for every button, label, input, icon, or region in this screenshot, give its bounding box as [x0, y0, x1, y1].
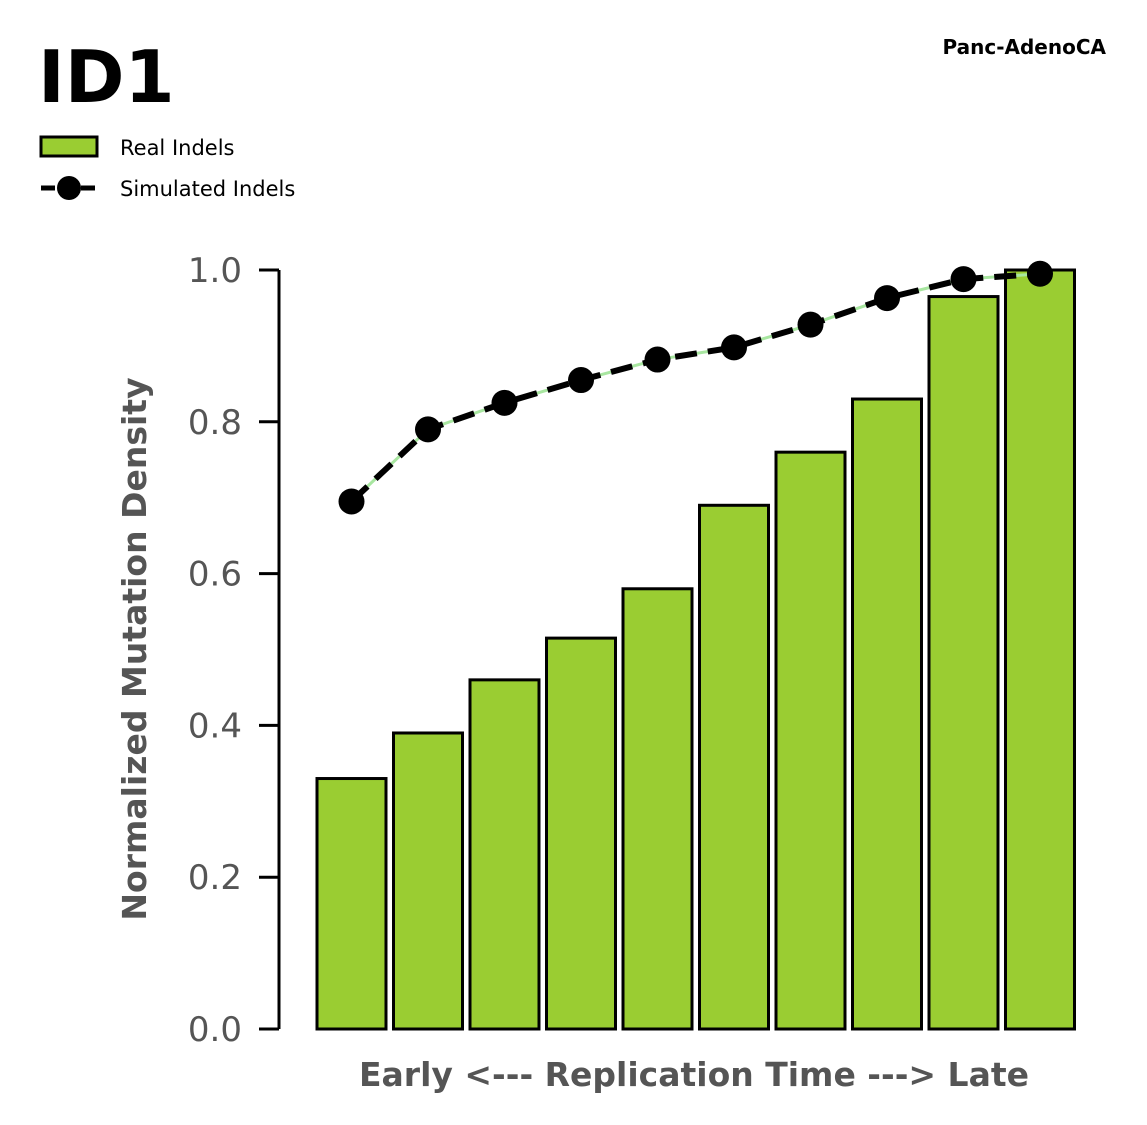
point-2 [415, 416, 441, 443]
y-tick-label: 0.6 [188, 555, 242, 595]
bar-2 [392, 731, 464, 1031]
y-tick-label: 0.2 [188, 858, 242, 898]
y-tick-label: 1.0 [188, 251, 242, 291]
bar-9 [927, 295, 1000, 1031]
y-tick-label: 0.4 [188, 706, 242, 746]
legend-entry-real-indels: Real Indels [39, 135, 234, 160]
point-10 [1027, 260, 1053, 287]
bar-10 [1004, 268, 1076, 1031]
x-axis-label: Early <--- Replication Time ---> Late [359, 1055, 1029, 1094]
bar-series-real-indels [315, 268, 1076, 1031]
y-axis: 0.0 0.2 0.4 0.6 0.8 1.0 [188, 251, 281, 1050]
bar-5 [621, 587, 694, 1031]
bar-3 [468, 678, 541, 1031]
bar-4 [545, 636, 617, 1031]
point-1 [338, 488, 365, 515]
point-7 [797, 311, 824, 338]
y-tick-label: 0.0 [188, 1010, 242, 1050]
chart-subtitle: Panc-AdenoCA [942, 35, 1106, 59]
line-simulated-indels [349, 270, 1041, 504]
point-6 [721, 334, 747, 361]
point-8 [874, 285, 900, 312]
point-3 [491, 389, 518, 416]
legend: Real Indels Simulated Indels [39, 135, 295, 201]
point-9 [950, 266, 977, 293]
legend-label-real-indels: Real Indels [120, 136, 234, 160]
point-4 [568, 367, 594, 394]
bar-8 [851, 397, 923, 1031]
point-5 [644, 346, 671, 373]
y-tick-label: 0.8 [188, 403, 242, 443]
line-series-simulated-indels [338, 260, 1053, 515]
legend-entry-simulated-indels: Simulated Indels [41, 176, 295, 201]
legend-label-simulated-indels: Simulated Indels [120, 177, 295, 201]
legend-marker-simulated-indels [57, 176, 81, 200]
legend-swatch-real-indels [39, 135, 99, 158]
chart-title: ID1 [38, 35, 175, 119]
bar-1 [315, 777, 388, 1031]
y-axis-label: Normalized Mutation Density [115, 377, 154, 920]
bar-7 [774, 450, 847, 1031]
bar-6 [698, 503, 770, 1031]
